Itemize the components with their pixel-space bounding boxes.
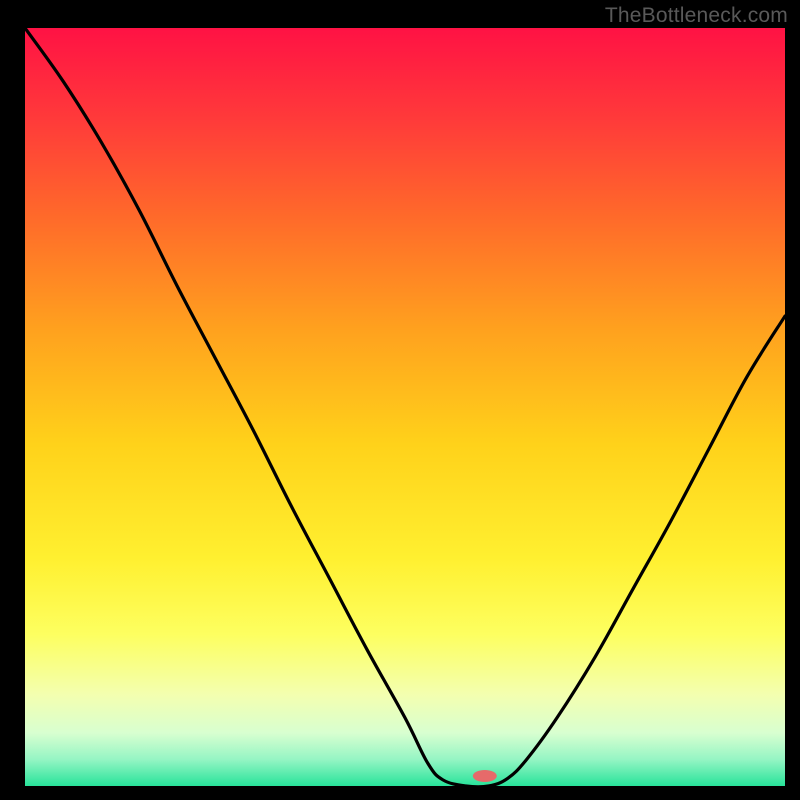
gradient-background [25, 28, 785, 786]
watermark-text: TheBottleneck.com [605, 4, 788, 28]
chart-stage: TheBottleneck.com [0, 0, 800, 800]
bottleneck-curve-chart [0, 0, 800, 800]
optimal-point-marker [473, 770, 497, 782]
